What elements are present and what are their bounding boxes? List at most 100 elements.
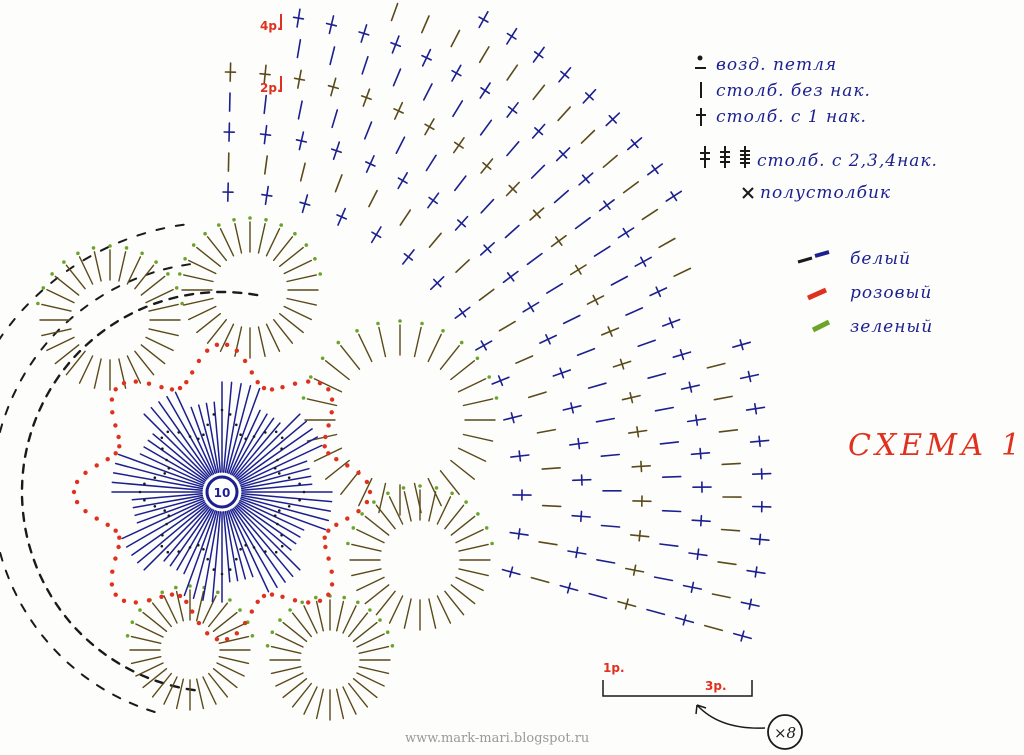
flower-petals bbox=[36, 216, 499, 721]
stitch-mark bbox=[478, 288, 495, 302]
center-ring bbox=[205, 475, 239, 509]
legend-label-double-crochet: столб. с 1 нак. bbox=[716, 107, 867, 127]
slip-stitch-icon bbox=[742, 187, 754, 199]
stitch-mark bbox=[610, 275, 629, 286]
stitch-mark bbox=[622, 181, 640, 194]
stitch-mark bbox=[399, 209, 412, 226]
stitch-mark bbox=[658, 237, 676, 249]
stitch-mark bbox=[576, 347, 596, 357]
stitch-mark bbox=[588, 592, 608, 600]
stitch-mark bbox=[331, 109, 339, 129]
stitch-mark bbox=[641, 208, 659, 221]
fan-stitches bbox=[222, 2, 772, 642]
stitch-mark bbox=[595, 417, 616, 423]
stitch-mark bbox=[637, 339, 657, 348]
stitch-mark bbox=[711, 593, 731, 599]
stitch-mark bbox=[392, 68, 402, 87]
stitch-mark bbox=[361, 55, 369, 75]
stitch-mark bbox=[659, 543, 679, 548]
stitch-mark bbox=[395, 136, 406, 154]
stitch-mark bbox=[536, 428, 557, 434]
stitch-mark bbox=[504, 224, 520, 239]
pink-yarn-swatch-icon bbox=[806, 287, 828, 301]
stitch-mark bbox=[717, 561, 737, 566]
stitch-mark bbox=[498, 320, 516, 332]
stitch-mark bbox=[506, 64, 519, 81]
color-label-white: белый bbox=[850, 249, 911, 269]
stitch-mark bbox=[659, 441, 680, 445]
stitch-mark bbox=[478, 46, 490, 64]
stitch-mark bbox=[661, 509, 682, 513]
stitch-mark bbox=[530, 576, 550, 584]
stitch-mark bbox=[263, 155, 269, 175]
stitch-mark bbox=[368, 189, 378, 208]
row-label-4-top: 4р. bbox=[260, 19, 282, 33]
stitch-mark bbox=[263, 94, 268, 115]
watermark: www.mark-mari.blogspot.ru bbox=[405, 731, 589, 746]
multi-crochet-icon bbox=[700, 146, 750, 168]
flower-center bbox=[71, 342, 373, 642]
stitch-mark bbox=[428, 232, 442, 248]
outer-chain-arcs bbox=[0, 223, 259, 713]
stitch-mark bbox=[541, 504, 562, 508]
legend-label-single-crochet: столб. без нак. bbox=[716, 81, 871, 101]
stitch-mark bbox=[450, 29, 461, 48]
stitch-mark bbox=[329, 46, 336, 66]
double-crochet-icon bbox=[696, 108, 706, 126]
stitch-mark bbox=[713, 395, 733, 401]
color-legend: белый розовый зеленый bbox=[797, 249, 933, 337]
stitch-mark bbox=[587, 382, 607, 389]
repeat-circle bbox=[767, 714, 803, 750]
symbol-legend: возд. петля столб. без нак. столб. с 1 н… bbox=[695, 55, 938, 203]
stitch-mark bbox=[541, 466, 561, 470]
stitch-mark bbox=[363, 121, 373, 140]
stitch-mark bbox=[296, 38, 302, 59]
stitch-mark bbox=[718, 428, 739, 433]
stitch-mark bbox=[596, 558, 616, 564]
stitch-mark bbox=[425, 154, 437, 172]
repeat-count: ×8 bbox=[774, 724, 796, 742]
stitch-mark bbox=[532, 84, 546, 101]
color-label-pink: розовый bbox=[850, 283, 932, 303]
stitch-mark bbox=[453, 175, 467, 192]
stitch-mark bbox=[625, 307, 644, 316]
legend-label-multi-crochet: столб. с 2,3,4нак. bbox=[757, 151, 938, 171]
stitch-mark bbox=[673, 267, 692, 278]
stitch-mark bbox=[602, 154, 618, 168]
stitch-mark bbox=[600, 524, 621, 528]
stitch-mark bbox=[706, 362, 726, 369]
chain-stitch-icon bbox=[695, 55, 706, 69]
stitch-mark bbox=[580, 129, 596, 144]
stitch-mark bbox=[593, 245, 611, 257]
stitch-mark bbox=[553, 189, 570, 204]
stitch-mark bbox=[527, 391, 547, 399]
green-yarn-swatch-icon bbox=[811, 319, 831, 333]
stitch-mark bbox=[480, 198, 495, 214]
stitch-mark bbox=[299, 162, 306, 182]
stitch-mark bbox=[297, 100, 303, 120]
stitch-mark bbox=[390, 2, 399, 22]
legend-label-slip-stitch: полустолбик bbox=[760, 183, 891, 203]
stitch-mark bbox=[703, 624, 724, 632]
stitch-mark bbox=[506, 141, 520, 157]
white-yarn-swatch-icon bbox=[797, 250, 830, 264]
stitch-mark bbox=[720, 528, 741, 532]
row-label-2-top: 2р. bbox=[260, 81, 282, 95]
center-count: 10 bbox=[214, 486, 231, 500]
stitch-mark bbox=[647, 372, 667, 380]
color-label-green: зеленый bbox=[850, 317, 933, 337]
stitch-mark bbox=[600, 453, 621, 458]
stitch-mark bbox=[452, 100, 464, 118]
stitch-mark bbox=[334, 174, 343, 193]
stitch-mark bbox=[538, 541, 558, 546]
repeat-arrow bbox=[696, 704, 766, 729]
stitch-mark bbox=[646, 608, 666, 616]
stitch-mark bbox=[515, 355, 534, 365]
stitch-mark bbox=[721, 462, 742, 466]
diagram-title: СХЕМА 1. bbox=[848, 428, 1024, 463]
stitch-mark bbox=[422, 83, 433, 101]
stitch-mark bbox=[479, 119, 493, 136]
stitch-mark bbox=[420, 15, 430, 34]
stitch-mark bbox=[455, 259, 470, 274]
